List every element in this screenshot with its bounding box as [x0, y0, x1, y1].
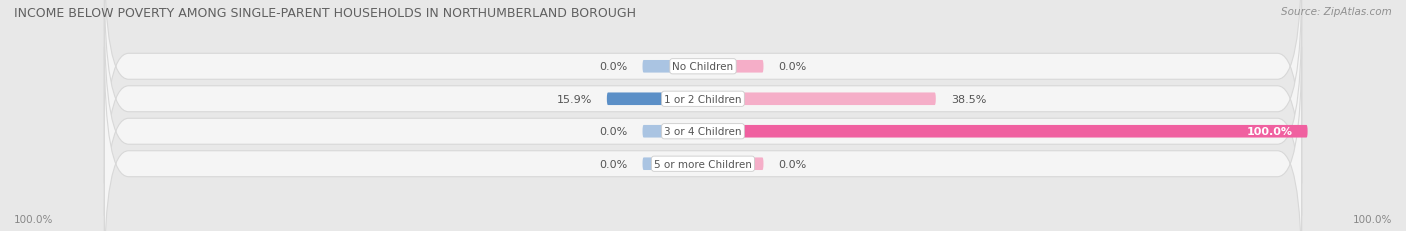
Text: 5 or more Children: 5 or more Children [654, 159, 752, 169]
Text: 100.0%: 100.0% [1353, 214, 1392, 224]
Text: 3 or 4 Children: 3 or 4 Children [664, 127, 742, 137]
Text: 0.0%: 0.0% [599, 62, 627, 72]
Text: 100.0%: 100.0% [14, 214, 53, 224]
FancyBboxPatch shape [104, 0, 1302, 183]
Text: Source: ZipAtlas.com: Source: ZipAtlas.com [1281, 7, 1392, 17]
Text: 0.0%: 0.0% [599, 127, 627, 137]
FancyBboxPatch shape [703, 125, 1308, 138]
FancyBboxPatch shape [104, 15, 1302, 231]
Text: 0.0%: 0.0% [779, 159, 807, 169]
FancyBboxPatch shape [643, 61, 703, 73]
FancyBboxPatch shape [703, 93, 936, 106]
FancyBboxPatch shape [703, 61, 763, 73]
Text: 1 or 2 Children: 1 or 2 Children [664, 94, 742, 104]
Text: 100.0%: 100.0% [1247, 127, 1292, 137]
FancyBboxPatch shape [607, 93, 703, 106]
Text: 38.5%: 38.5% [950, 94, 986, 104]
FancyBboxPatch shape [643, 125, 703, 138]
FancyBboxPatch shape [104, 0, 1302, 216]
FancyBboxPatch shape [703, 158, 763, 170]
Text: 15.9%: 15.9% [557, 94, 592, 104]
Text: INCOME BELOW POVERTY AMONG SINGLE-PARENT HOUSEHOLDS IN NORTHUMBERLAND BOROUGH: INCOME BELOW POVERTY AMONG SINGLE-PARENT… [14, 7, 636, 20]
FancyBboxPatch shape [643, 158, 703, 170]
Text: 0.0%: 0.0% [779, 62, 807, 72]
FancyBboxPatch shape [104, 48, 1302, 231]
Text: 0.0%: 0.0% [599, 159, 627, 169]
Text: No Children: No Children [672, 62, 734, 72]
